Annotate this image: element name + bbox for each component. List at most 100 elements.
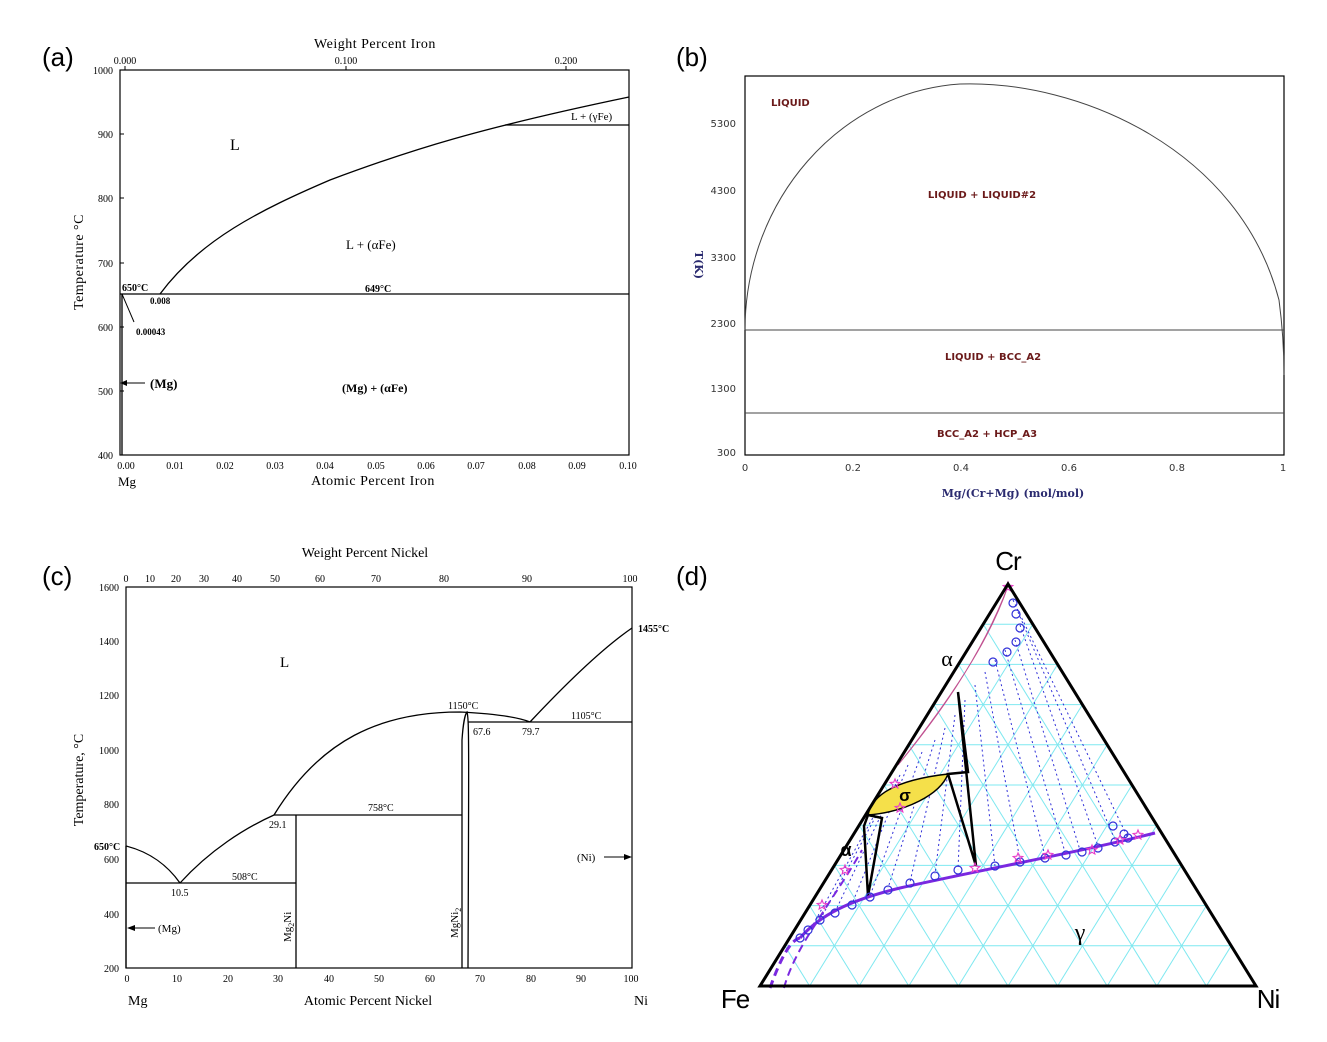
panel-b-x-axis-title: Mg/(Cr+Mg) (mol/mol) [942,487,1085,500]
tie-line [1004,649,1066,853]
tie-line [809,804,881,931]
panel-c-ann-1150: 1150°C [448,701,479,712]
data-star [893,801,907,814]
panel-c-ann-508: 508°C [232,872,258,883]
data-circle [930,871,940,881]
panel-c-x-ticks: 0 10 20 30 40 50 60 70 80 90 100 [125,974,639,985]
tie-line [887,739,936,889]
tie-line [974,684,996,867]
panel-b-y-tick: 4300 [711,186,736,197]
data-star [838,863,852,876]
panel-c-x-tick: 70 [475,974,485,985]
data-star [1001,580,1015,593]
panel-c-top-axis-title: Weight Percent Nickel [302,546,428,561]
panel-c-top-tick: 0 [124,574,129,585]
panel-a-y-tick: 400 [98,451,113,462]
grid-line [1106,865,1183,986]
panel-a-left-element: Mg [118,474,137,489]
panel-a-x-tick: 0.02 [216,461,234,472]
panel-c-y-axis-title: Temperature, °C [72,734,87,826]
panel-d-phase-sigma: σ [899,786,911,805]
data-star [1131,828,1145,841]
panel-c-top-tick: 10 [145,574,155,585]
panel-a-x-tick: 0.07 [467,461,485,472]
data-circle [905,878,915,888]
panel-c-top-tick: 100 [623,574,638,585]
panel-a-y-tick: 600 [98,323,113,334]
panel-c-x-tick: 50 [374,974,384,985]
grid-line [982,623,1207,986]
panel-b-letter: (b) [676,42,708,72]
data-circle [803,925,813,935]
panel-c-liquidus-2 [179,814,275,884]
panel-d-vertex-ni: Ni [1257,984,1280,1014]
panel-c-left-element: Mg [128,994,147,1009]
panel-a-phase-Mg-aFe: (Mg) + (αFe) [342,381,408,395]
panel-b-phase-bcc-hcp: BCC_A2 + HCP_A3 [937,429,1037,440]
panel-a-ann-650: 650°C [122,283,148,294]
panel-a-x-tick: 0.08 [518,461,536,472]
panel-a-mg-arrowhead [120,380,127,386]
panel-c-x-tick: 10 [172,974,182,985]
grid-line [1205,945,1232,986]
panel-a-x-tick: 0.01 [166,461,184,472]
panel-a-y-tick: 900 [98,130,113,141]
panel-c-x-tick: 0 [125,974,130,985]
panel-c-phase-Ni: (Ni) [577,852,596,864]
panel-b-x-tick: 0.2 [845,463,861,474]
panel-b-phase-misc: LIQUID + LIQUID#2 [928,190,1036,201]
panel-a-ann-0008: 0.008 [150,296,171,306]
panel-a-x-tick: 0.03 [266,461,284,472]
panel-c-x-tick: 100 [624,974,639,985]
panel-c-top-tick: 50 [270,574,280,585]
data-circle [830,908,840,918]
panel-b-plot-frame [744,75,1285,456]
data-circle [953,865,963,875]
panel-c-compound-mg2ni: Mg2Ni [282,912,296,942]
panel-c-ann-1105: 1105°C [571,711,602,722]
panel-c-top-tick: 70 [371,574,381,585]
panel-c-top-tick: 80 [439,574,449,585]
panel-c-ann-797: 79.7 [522,727,540,738]
panel-c-x-axis-title: Atomic Percent Nickel [304,994,432,1009]
panel-d-boundary-dashed [768,936,801,989]
panel-a-y-axis-title: Temperature °C [72,214,87,310]
panel-c-phase-Mg: (Mg) [158,923,181,935]
panel-a-x-tick: 0.04 [316,461,334,472]
panel-b-y-tick: 1300 [711,384,736,395]
panel-c-letter: (c) [42,561,72,591]
panel-b-x-tick: 1 [1280,463,1286,474]
grid-line [809,905,860,986]
panel-c-y-tick: 600 [104,855,119,866]
panel-b-x-tick: 0.4 [953,463,969,474]
panel-c-liquidus-3 [273,711,531,816]
panel-d-tie-lines [809,599,1129,931]
panel-b-y-tick: 2300 [711,319,736,330]
data-circle [1015,623,1025,633]
panel-d-vertex-fe: Fe [721,984,750,1014]
panel-c-ann-1455: 1455°C [638,624,669,635]
tie-line [1017,611,1116,841]
grid-line [908,704,1083,986]
data-star [1011,851,1025,864]
panel-b: (b) 300 1300 2300 3300 4300 5300 0 0.2 0… [676,42,1286,500]
panel-c-y-tick: 800 [104,800,119,811]
panel-c-ann-650: 650°C [94,842,120,853]
grid-line [1156,905,1207,986]
panel-c-x-tick: 30 [273,974,283,985]
panel-a-plot-frame [119,69,630,456]
panel-c-ann-758: 758°C [368,803,394,814]
panel-a-ann-000043: 0.00043 [136,327,166,337]
panel-a-phase-L-gFe: L + (γFe) [571,111,613,123]
data-circle [988,657,998,667]
panel-c-y-tick: 1400 [99,637,119,648]
data-star [888,777,902,790]
panel-c-x-tick: 90 [576,974,586,985]
data-star [815,898,829,911]
panel-a-x-tick: 0.05 [367,461,385,472]
panel-c-ni-arrowhead [624,854,632,860]
panel-d-triangle-frame [757,581,1259,988]
data-circle [1011,637,1021,647]
panel-a-phase-Mg: (Mg) [150,376,177,391]
